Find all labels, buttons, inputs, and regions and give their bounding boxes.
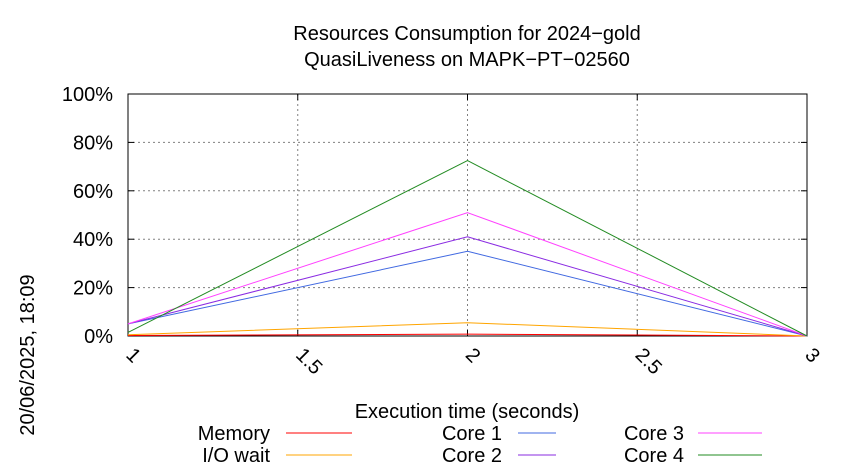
y-tick-label: 20%: [73, 278, 113, 300]
series: [127, 160, 808, 337]
y-tick-label: 100%: [62, 84, 113, 106]
timestamp: 20/06/2025, 18:09: [17, 274, 39, 435]
y-axis: 0% 20% 40% 60% 80% 100%: [62, 84, 807, 348]
series-line-core-1: [127, 250, 808, 337]
legend-label: Core 1: [442, 423, 502, 445]
y-tick-label: 40%: [73, 229, 113, 251]
x-tick-label: 3: [800, 344, 823, 367]
y-tick-label: 80%: [73, 132, 113, 154]
series-line-core-2: [127, 236, 808, 337]
series-line-i-o-wait: [127, 322, 808, 337]
legend-label: I/O wait: [202, 445, 270, 467]
x-axis-label: Execution time (seconds): [355, 401, 580, 423]
series-line-core-4: [127, 160, 808, 337]
grid: [128, 94, 807, 336]
chart-title-line-2: QuasiLiveness on MAPK−PT−02560: [304, 49, 630, 71]
legend-label: Memory: [198, 423, 270, 445]
x-tick-label: 2.5: [631, 344, 666, 379]
legend-label: Core 3: [624, 423, 684, 445]
series-line-core-3: [127, 212, 808, 337]
legend-label: Core 2: [442, 445, 502, 467]
legend-label: Core 4: [624, 445, 684, 467]
x-tick-label: 1.5: [291, 344, 326, 379]
series-line-memory: [127, 333, 808, 337]
x-tick-label: 2: [461, 344, 484, 367]
y-tick-label: 0%: [84, 326, 113, 348]
x-tick-label: 1: [121, 344, 144, 367]
chart-title-line-1: Resources Consumption for 2024−gold: [293, 23, 640, 45]
y-tick-label: 60%: [73, 181, 113, 203]
